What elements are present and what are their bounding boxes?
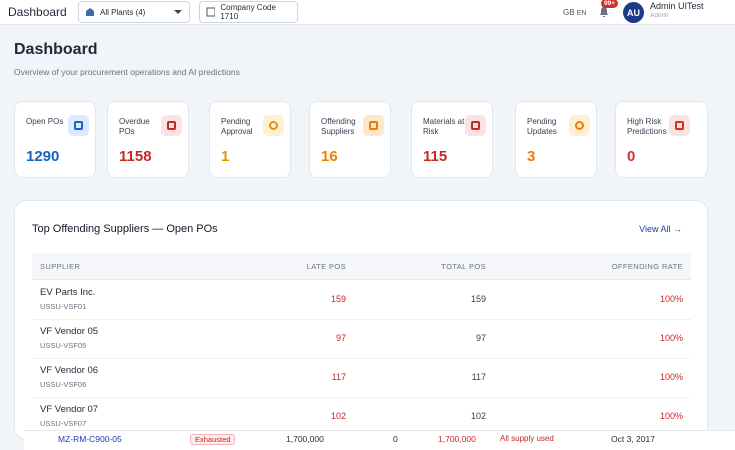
supplier-name: EV Parts Inc. [40,287,96,298]
plant-icon [86,8,94,16]
total-pos: 102 [470,411,486,421]
kpi-label: Open POs [26,117,64,126]
kpi-value: 115 [423,148,448,165]
kpi-card[interactable]: Materials at Risk 115 [411,101,493,178]
kpi-value: 16 [321,148,338,165]
material-code: MZ-RM-C900-05 [58,434,122,444]
lang-code: GB [563,8,575,17]
table-row[interactable] [32,281,691,320]
lang: EN [576,10,587,17]
page-subtitle: Overview of your procurement operations … [14,67,240,77]
offending-rate: 100% [659,333,683,343]
supplier-code: USSU-VSF06 [40,380,87,389]
user-name: Admin UITest [650,1,704,11]
supplier-name: VF Vendor 07 [40,404,99,415]
status-badge: Exhausted [190,434,236,445]
late-pos: 159 [330,294,346,304]
late-pos: 117 [331,372,346,382]
company-selector[interactable]: Company Code 1710 [199,1,298,23]
kpi-card[interactable]: Open POs 1290 [14,101,96,178]
page-title: Dashboard [14,41,98,58]
date: Oct 3, 2017 [611,434,655,444]
bell-icon[interactable] [598,6,610,18]
kpi-card[interactable]: Pending Updates 3 [515,101,597,178]
column-header: TOTAL POS [441,262,486,271]
company-label: Company Code 1710 [220,3,276,21]
supplier-code: USSU-VSF07 [40,419,87,428]
table-header [32,253,691,280]
kpi-card[interactable]: High Risk Predictions 0 [615,101,708,178]
column-header: LATE POS [306,262,346,271]
kpi-label: Pending Approval [221,117,253,136]
kpi-label: Overdue POs [119,117,150,136]
late-pos: 97 [335,333,346,343]
column-header: SUPPLIER [40,262,81,271]
avatar[interactable]: AU [623,2,644,23]
kpi-icon [465,115,486,136]
kpi-icon [263,115,284,136]
supply-note: All supply used [500,434,554,443]
supplier-code: USSU-VSF01 [40,302,87,311]
total-pos: 117 [471,372,486,382]
kpi-value: 3 [527,148,536,165]
kpi-label: Offending Suppliers [321,117,356,136]
table-row[interactable] [32,320,691,359]
supplier-name: VF Vendor 06 [40,365,99,376]
late-pos: 102 [330,411,346,421]
kpi-value: 1158 [119,148,152,165]
kpi-label: Materials at Risk [423,117,465,136]
kpi-icon [68,115,89,136]
qty-b: 0 [393,434,398,444]
plant-label: All Plants (4) [100,7,146,17]
qty-c: 1,700,000 [438,434,476,444]
dropdown-arrow [174,10,182,14]
overflow-row: MZ-RM-C900-05 Exhausted 1,700,000 0 1,700,00… [24,430,735,450]
building-icon [206,7,216,17]
kpi-label: High Risk Predictions [627,117,667,136]
notification-badge: 99+ [601,0,619,8]
offending-rate: 100% [659,372,683,382]
app-title: Dashboard [8,5,67,19]
kpi-label: Pending Updates [527,117,557,136]
kpi-card[interactable]: Pending Approval 1 [209,101,291,178]
supplier-name: VF Vendor 05 [40,326,99,337]
qty-a: 1,700,000 [286,434,324,444]
kpi-icon [161,115,182,136]
language[interactable]: GB EN [563,8,587,17]
column-header: OFFENDING RATE [611,262,683,271]
offending-rate: 100% [659,294,683,304]
suppliers-panel: Top Offending Suppliers — Open POs View … [14,200,708,440]
offending-rate: 100% [659,411,683,421]
plant-selector[interactable]: All Plants (4) [78,1,190,23]
supplier-code: USSU-VSF05 [40,341,87,350]
kpi-value: 0 [627,148,636,165]
kpi-card[interactable]: Offending Suppliers 16 [309,101,391,178]
kpi-value: 1 [221,148,230,165]
view-all-link[interactable]: View All → [639,224,682,234]
total-pos: 97 [475,333,486,343]
kpi-icon [569,115,590,136]
top-bar: Dashboard All Plants (4) Company Code 17… [0,0,735,25]
kpi-value: 1290 [26,148,60,165]
kpi-icon [363,115,384,136]
user-role: Admin [650,12,669,19]
table-row[interactable] [32,359,691,398]
kpi-icon [669,115,690,136]
panel-title: Top Offending Suppliers — Open POs [32,223,218,235]
total-pos: 159 [470,294,486,304]
kpi-card[interactable]: Overdue POs 1158 [107,101,189,178]
